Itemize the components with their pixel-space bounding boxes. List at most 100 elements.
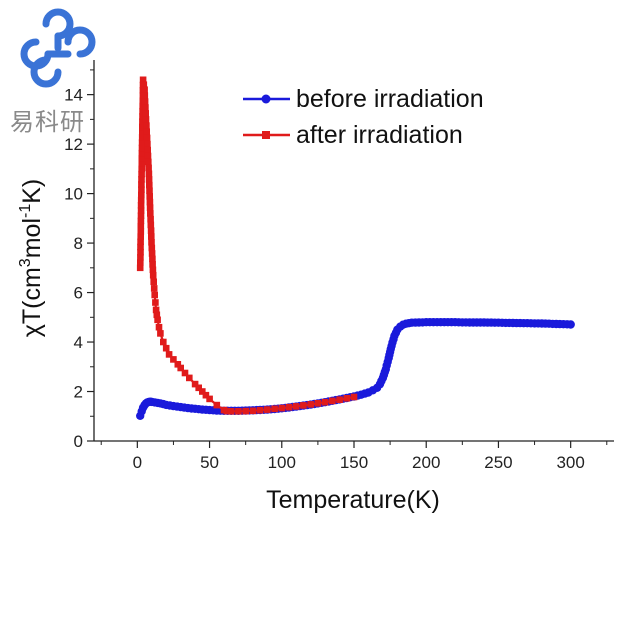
data-point xyxy=(139,118,146,125)
data-point xyxy=(264,406,271,413)
data-point xyxy=(141,86,148,93)
data-point xyxy=(147,210,154,217)
plot-area xyxy=(136,76,575,420)
x-axis-title: Temperature(K) xyxy=(266,486,440,514)
data-point xyxy=(137,228,145,235)
data-point xyxy=(149,271,157,279)
x-tick-label: 50 xyxy=(200,453,219,472)
series-markers-after xyxy=(136,76,358,415)
data-point xyxy=(149,266,157,274)
data-point xyxy=(142,116,150,123)
data-point xyxy=(140,81,148,88)
data-point xyxy=(139,123,146,131)
data-point xyxy=(138,186,145,193)
legend-entry-after: after irradiation xyxy=(243,121,463,149)
data-point xyxy=(174,361,182,368)
data-point xyxy=(343,395,351,402)
data-point xyxy=(139,128,146,136)
x-tick-label: 250 xyxy=(484,453,512,472)
data-point xyxy=(148,250,156,257)
legend-label-after: after irradiation xyxy=(296,121,463,149)
data-point xyxy=(146,187,153,195)
data-point xyxy=(143,122,150,129)
y-tick-label: 2 xyxy=(74,383,83,402)
data-point xyxy=(145,158,152,166)
data-point xyxy=(152,306,160,314)
data-point xyxy=(151,291,158,299)
data-point xyxy=(137,238,144,246)
data-point xyxy=(146,198,154,206)
data-point xyxy=(285,403,293,411)
legend-entry-before: before irradiation xyxy=(243,85,484,113)
data-point xyxy=(223,407,231,415)
data-point xyxy=(138,176,145,183)
data-point xyxy=(149,255,156,263)
x-tick-label: 100 xyxy=(268,453,296,472)
data-point xyxy=(141,92,149,99)
series-markers-before xyxy=(136,318,575,420)
data-point xyxy=(227,408,235,415)
x-tick-label: 200 xyxy=(412,453,440,472)
y-axis-title: χT(cm3mol-1K) xyxy=(17,179,46,337)
data-point xyxy=(148,233,155,240)
data-point xyxy=(199,388,206,395)
data-point xyxy=(195,384,202,392)
data-point xyxy=(142,104,149,111)
data-point xyxy=(321,398,329,406)
data-point xyxy=(142,110,149,117)
legend-marker-after xyxy=(262,131,270,139)
watermark-logo xyxy=(20,8,96,88)
data-point xyxy=(143,128,150,135)
data-point xyxy=(149,261,156,268)
data-point xyxy=(150,278,157,286)
data-point xyxy=(138,170,145,178)
data-point xyxy=(566,320,575,329)
x-tick-label: 150 xyxy=(340,453,368,472)
data-point xyxy=(147,227,155,234)
data-point xyxy=(144,146,151,154)
data-point xyxy=(138,139,146,146)
data-point xyxy=(162,344,170,352)
data-point xyxy=(152,299,159,306)
y-tick-label: 12 xyxy=(64,135,83,154)
legend: before irradiation after irradiation xyxy=(243,85,484,149)
y-tick-label: 14 xyxy=(64,86,83,105)
data-point xyxy=(271,405,278,413)
data-point xyxy=(191,380,199,388)
data-point xyxy=(137,248,144,256)
data-point xyxy=(141,98,149,105)
data-point xyxy=(147,215,154,223)
y-axis-title-part: K) xyxy=(18,179,46,204)
data-point xyxy=(148,239,155,246)
x-tick-label: 300 xyxy=(556,453,584,472)
data-point xyxy=(137,196,145,204)
data-point xyxy=(146,204,154,211)
data-point xyxy=(242,407,249,415)
data-point xyxy=(278,404,286,412)
data-point xyxy=(206,395,213,403)
data-point xyxy=(137,207,145,214)
data-point xyxy=(300,402,307,409)
data-point xyxy=(202,391,210,399)
data-point xyxy=(138,165,145,173)
data-point xyxy=(336,396,343,403)
data-point xyxy=(160,338,167,346)
data-point xyxy=(138,144,146,152)
y-axis-title-part: χT(cm xyxy=(18,267,46,337)
data-point xyxy=(150,285,158,292)
y-axis-title-sup: -1 xyxy=(17,204,34,218)
data-point xyxy=(165,351,173,358)
y-tick-label: 6 xyxy=(74,284,83,303)
data-point xyxy=(249,407,257,415)
data-point xyxy=(329,397,336,405)
data-point xyxy=(137,233,144,240)
data-point xyxy=(314,400,322,407)
x-tick-label: 0 xyxy=(133,453,142,472)
data-point xyxy=(146,181,153,189)
data-point xyxy=(137,217,145,225)
data-point xyxy=(137,202,145,209)
data-point xyxy=(181,369,189,377)
y-axis-title-part: mol xyxy=(18,218,46,258)
data-point xyxy=(170,356,177,363)
